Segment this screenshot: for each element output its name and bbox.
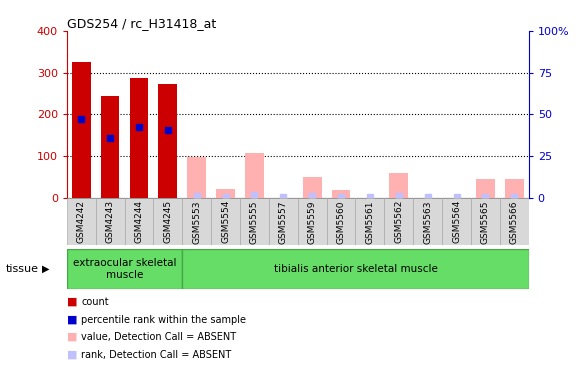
Bar	[471, 198, 500, 245]
Text: ■: ■	[67, 332, 77, 342]
Text: tissue: tissue	[6, 264, 39, 274]
Text: GSM5565: GSM5565	[481, 200, 490, 243]
Text: GSM4244: GSM4244	[134, 200, 144, 243]
Bar	[67, 198, 96, 245]
Text: GSM5557: GSM5557	[279, 200, 288, 243]
Bar	[297, 198, 327, 245]
Bar	[182, 198, 211, 245]
Bar	[96, 198, 124, 245]
Bar	[332, 190, 350, 198]
Bar	[476, 179, 495, 198]
Text: GSM4245: GSM4245	[163, 200, 173, 243]
Bar	[187, 157, 206, 198]
Bar	[240, 198, 269, 245]
Text: GSM5563: GSM5563	[423, 200, 432, 243]
Text: ■: ■	[67, 297, 77, 307]
FancyBboxPatch shape	[182, 249, 529, 289]
Text: GDS254 / rc_H31418_at: GDS254 / rc_H31418_at	[67, 17, 216, 30]
Bar	[101, 97, 120, 198]
Text: GSM5559: GSM5559	[308, 200, 317, 243]
Bar	[159, 84, 177, 198]
Text: ▶: ▶	[42, 264, 49, 274]
Text: GSM5566: GSM5566	[510, 200, 519, 243]
Bar	[389, 173, 408, 198]
Text: GSM5561: GSM5561	[365, 200, 374, 243]
Bar	[303, 177, 321, 198]
Text: GSM5555: GSM5555	[250, 200, 259, 243]
Bar	[124, 198, 153, 245]
Bar	[413, 198, 442, 245]
Bar	[500, 198, 529, 245]
Bar	[269, 198, 298, 245]
Text: GSM5554: GSM5554	[221, 200, 230, 243]
Bar	[442, 198, 471, 245]
Text: percentile rank within the sample: percentile rank within the sample	[81, 314, 246, 325]
Text: ■: ■	[67, 314, 77, 325]
Text: GSM5562: GSM5562	[394, 200, 403, 243]
Bar	[356, 198, 385, 245]
Bar	[153, 198, 182, 245]
Bar	[72, 62, 91, 198]
Text: ■: ■	[67, 350, 77, 360]
Text: count: count	[81, 297, 109, 307]
Bar	[327, 198, 356, 245]
Text: extraocular skeletal
muscle: extraocular skeletal muscle	[73, 258, 176, 280]
Bar	[216, 189, 235, 198]
Bar	[130, 78, 148, 198]
Bar	[245, 153, 264, 198]
Bar	[385, 198, 413, 245]
Text: GSM5553: GSM5553	[192, 200, 201, 243]
Text: GSM5564: GSM5564	[452, 200, 461, 243]
Text: value, Detection Call = ABSENT: value, Detection Call = ABSENT	[81, 332, 236, 342]
FancyBboxPatch shape	[67, 249, 182, 289]
Text: rank, Detection Call = ABSENT: rank, Detection Call = ABSENT	[81, 350, 232, 360]
Text: GSM5560: GSM5560	[336, 200, 346, 243]
Text: GSM4242: GSM4242	[77, 200, 86, 243]
Bar	[505, 179, 523, 198]
Text: tibialis anterior skeletal muscle: tibialis anterior skeletal muscle	[274, 264, 437, 274]
Bar	[211, 198, 240, 245]
Text: GSM4243: GSM4243	[106, 200, 114, 243]
